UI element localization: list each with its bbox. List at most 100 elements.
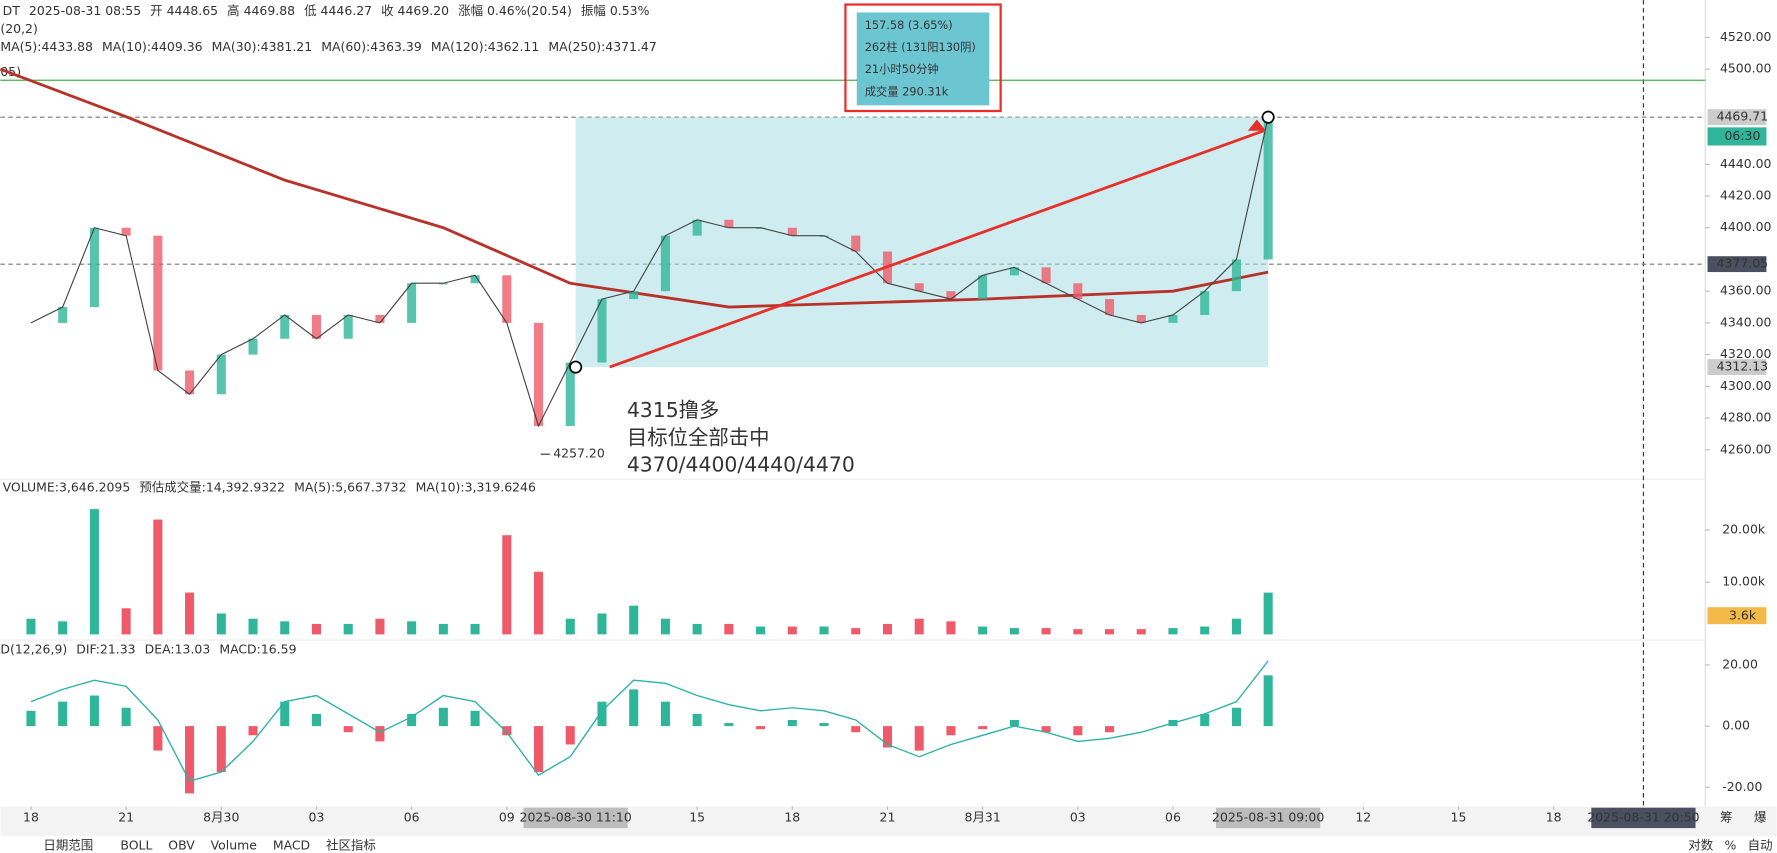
y-tick-label: 4360.00 (1720, 283, 1772, 298)
y-tick-label: 4300.00 (1720, 378, 1772, 393)
volume-bar (1073, 629, 1083, 635)
macd-bar (216, 726, 226, 772)
candle (121, 227, 131, 236)
macd-bar (311, 713, 322, 727)
toolbar-button[interactable]: % (1724, 838, 1736, 853)
info-line: 成交量 290.31k (865, 84, 949, 98)
info-box (856, 12, 990, 106)
volume-bar (311, 623, 322, 635)
macd-bar (914, 726, 924, 751)
header-item: 涨幅 0.46%(20.54) (458, 3, 572, 18)
macd-legend: DIF:21.33 (76, 642, 135, 657)
volume-bar (1136, 629, 1146, 635)
price-tag: 4377.05 (1717, 256, 1769, 271)
x-highlight-label: 2025-08-31 20:50 (1587, 809, 1699, 824)
macd-bar (597, 701, 607, 727)
price-tag-box (1707, 359, 1767, 376)
volume-bar (819, 626, 829, 635)
volume-bar (216, 613, 226, 635)
info-line: 262柱 (131阳130阴) (865, 40, 976, 54)
target-marker (1261, 110, 1275, 124)
candle (660, 235, 670, 292)
macd-bar (819, 723, 829, 727)
x-tick-label: 12 (1355, 809, 1371, 824)
corner-button[interactable]: 爆 (1754, 809, 1767, 824)
volume-bar (882, 623, 893, 635)
macd-bar (692, 713, 702, 727)
candle (58, 307, 68, 323)
volume-bar (1231, 618, 1241, 635)
candle (724, 219, 734, 228)
candle (1073, 283, 1083, 300)
candle (185, 370, 195, 395)
candle (1105, 299, 1115, 315)
volume-bar (58, 621, 68, 635)
candle (1041, 267, 1051, 284)
x-tick-label: 09 (499, 809, 515, 824)
volume-bar (978, 626, 988, 635)
header-item: DT (3, 3, 21, 18)
x-tick-label: 06 (404, 809, 420, 824)
corner-button[interactable]: 筹 (1720, 809, 1732, 824)
macd-bar (343, 726, 353, 733)
volume-bar (724, 623, 734, 635)
info-line: 21小时50分钟 (865, 62, 939, 76)
macd-bar (438, 707, 448, 727)
candle (438, 283, 448, 285)
volume-bar (756, 626, 766, 635)
volume-bar (343, 623, 353, 635)
toolbar-button[interactable]: 社区指标 (326, 838, 376, 853)
macd-bar (978, 726, 988, 730)
macd-bar (724, 723, 734, 727)
toolbar-button[interactable]: Volume (211, 838, 257, 853)
toolbar-button[interactable]: 日期范围 (43, 838, 93, 853)
volume-bar (1200, 626, 1210, 635)
y-tick-label: 4260.00 (1720, 441, 1772, 456)
macd-bar (26, 710, 36, 727)
candle (89, 227, 99, 308)
y-tick-label: 10.00k (1722, 574, 1766, 589)
candle (470, 275, 480, 284)
candle (978, 275, 988, 300)
candle (375, 314, 385, 323)
countdown: 06:30 (1725, 128, 1761, 143)
toolbar-button[interactable]: MACD (273, 838, 310, 853)
ma-legend: MA(30):4381.21 (212, 39, 313, 54)
x-tick-label: 21 (118, 809, 134, 824)
x-tick-label: 8月31 (965, 809, 1001, 824)
volume-bar (565, 618, 575, 635)
price-tag-box (1707, 109, 1767, 126)
ma-legend: MA(120):4362.11 (431, 39, 539, 54)
macd-bar (882, 726, 893, 748)
toolbar-button[interactable]: 对数 (1688, 838, 1713, 853)
macd-legend: DEA:13.03 (145, 642, 211, 657)
toolbar-button[interactable]: OBV (168, 838, 195, 853)
y-tick-label: 4420.00 (1720, 188, 1772, 203)
macd-bar (851, 726, 861, 733)
macd-bar (629, 689, 639, 727)
annotation: 目标位全部击中 (627, 425, 770, 449)
candle (1009, 267, 1019, 276)
candle (1168, 314, 1178, 323)
macd-bar (1231, 707, 1241, 727)
volume-bar (597, 613, 607, 635)
candle (248, 338, 258, 355)
volume-bar (89, 509, 99, 635)
volume-bar (470, 623, 480, 635)
x-tick-label: 8月30 (203, 809, 239, 824)
x-highlight-box (523, 807, 628, 829)
price-tag: 4469.71 (1717, 109, 1769, 124)
toolbar-button[interactable]: BOLL (120, 838, 152, 853)
y-tick-label: 20.00k (1722, 521, 1766, 536)
candle (851, 235, 861, 252)
macd-bar (787, 719, 797, 727)
x-tick-label: 18 (1546, 809, 1562, 824)
x-tick-label: 18 (784, 809, 800, 824)
toolbar-button[interactable]: 自动 (1748, 838, 1773, 853)
candle (629, 291, 639, 300)
x-tick-label: 15 (689, 809, 705, 824)
y-tick-label: 4520.00 (1720, 29, 1772, 44)
volume-bar (914, 618, 924, 635)
macd-bar (1009, 719, 1019, 727)
